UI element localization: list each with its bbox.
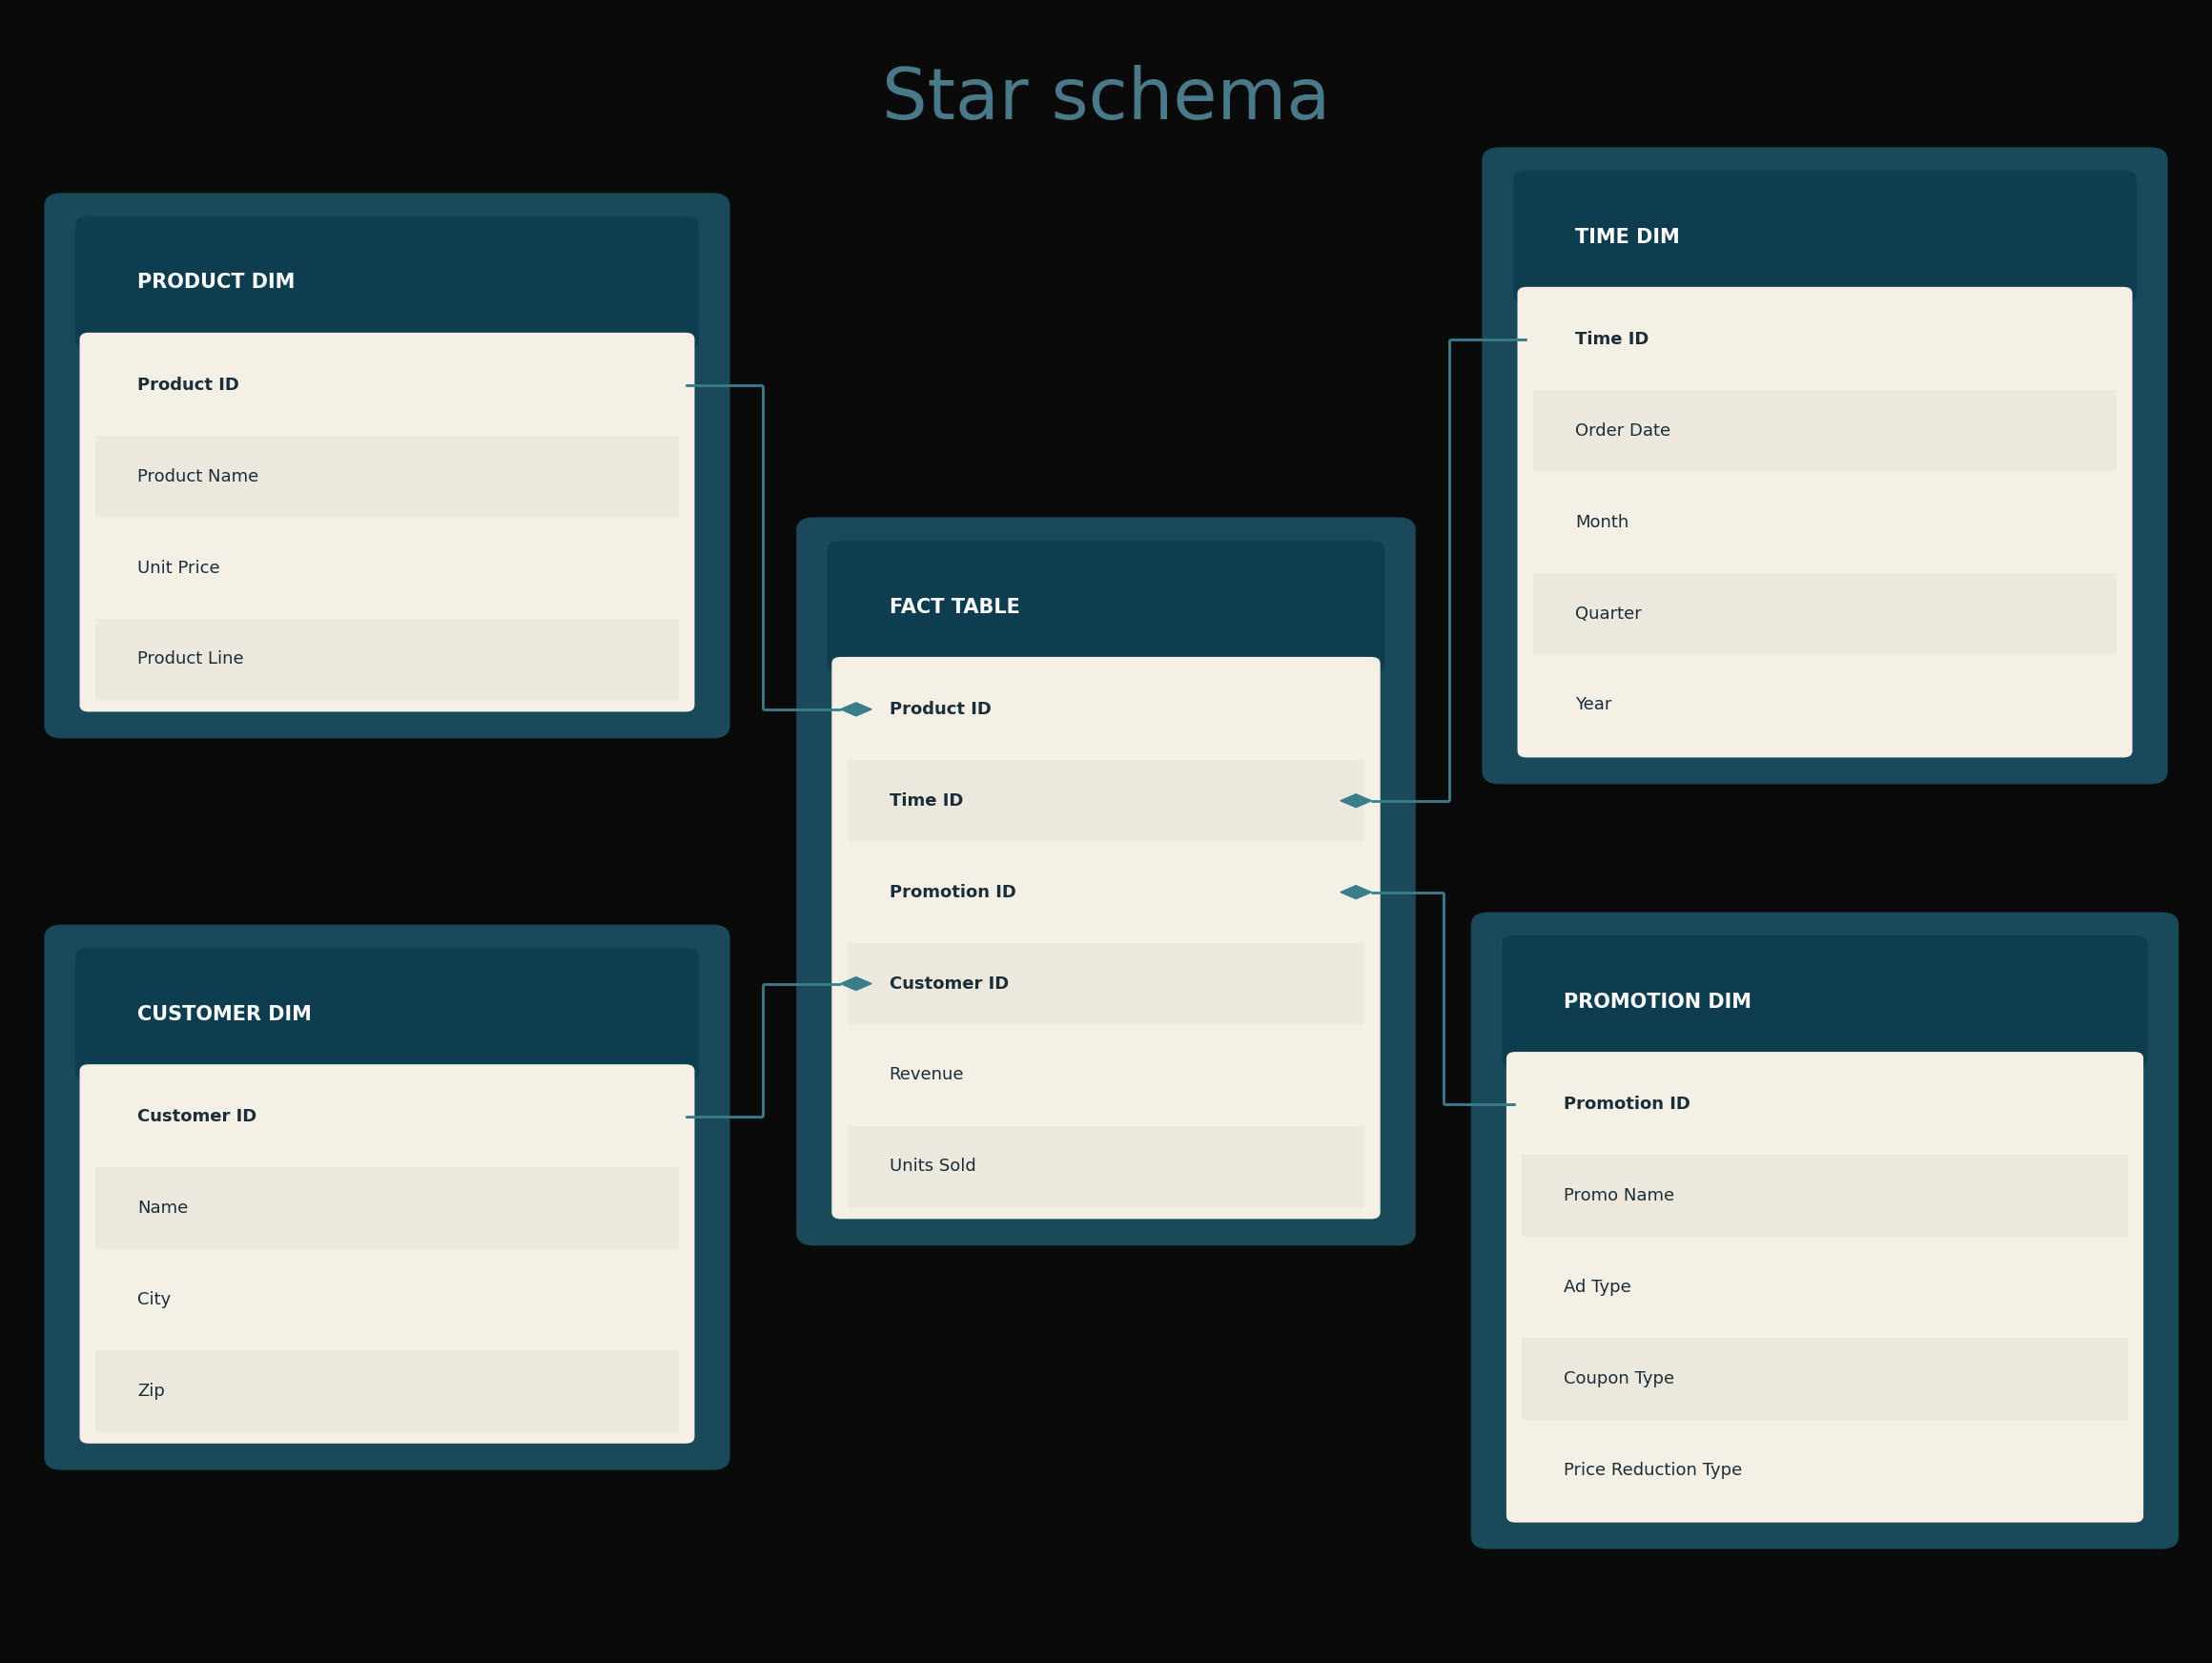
Bar <box>95 1350 679 1432</box>
Bar <box>847 669 1365 750</box>
Text: Unit Price: Unit Price <box>137 559 219 577</box>
Bar <box>1533 391 2117 472</box>
Bar <box>95 527 679 609</box>
Bar <box>1533 572 2117 655</box>
Polygon shape <box>841 702 872 715</box>
Text: TIME DIM: TIME DIM <box>1575 228 1679 246</box>
Bar <box>847 1126 1365 1207</box>
Text: City: City <box>137 1290 170 1309</box>
Text: FACT TABLE: FACT TABLE <box>889 597 1020 617</box>
FancyBboxPatch shape <box>832 657 1380 1219</box>
Text: CUSTOMER DIM: CUSTOMER DIM <box>137 1004 312 1024</box>
Bar <box>95 1167 679 1249</box>
FancyBboxPatch shape <box>80 1064 695 1443</box>
Text: Customer ID: Customer ID <box>137 1108 257 1126</box>
Bar <box>1522 1339 2128 1420</box>
Text: Coupon Type: Coupon Type <box>1564 1370 1674 1387</box>
FancyBboxPatch shape <box>1471 911 2179 1550</box>
Text: Promo Name: Promo Name <box>1564 1187 1674 1204</box>
Bar <box>95 1259 679 1340</box>
Bar <box>847 760 1365 841</box>
Bar <box>95 436 679 517</box>
FancyBboxPatch shape <box>827 540 1385 674</box>
FancyBboxPatch shape <box>44 925 730 1470</box>
Text: Product ID: Product ID <box>137 376 239 394</box>
Text: Time ID: Time ID <box>889 792 962 810</box>
FancyBboxPatch shape <box>1517 286 2132 758</box>
Bar <box>95 619 679 700</box>
FancyBboxPatch shape <box>1513 171 2137 303</box>
FancyBboxPatch shape <box>75 948 699 1081</box>
Text: Units Sold: Units Sold <box>889 1157 975 1176</box>
Text: Product ID: Product ID <box>889 700 991 718</box>
FancyBboxPatch shape <box>796 517 1416 1246</box>
Text: Year: Year <box>1575 697 1613 713</box>
Bar <box>1533 299 2117 381</box>
FancyBboxPatch shape <box>1506 1053 2143 1523</box>
FancyBboxPatch shape <box>80 333 695 712</box>
Text: Ad Type: Ad Type <box>1564 1279 1630 1295</box>
Bar <box>1522 1156 2128 1237</box>
Text: Price Reduction Type: Price Reduction Type <box>1564 1462 1743 1478</box>
Text: Promotion ID: Promotion ID <box>1564 1096 1690 1113</box>
FancyBboxPatch shape <box>1502 935 2148 1069</box>
Polygon shape <box>841 978 872 991</box>
Bar <box>1522 1064 2128 1146</box>
Text: Quarter: Quarter <box>1575 605 1641 622</box>
FancyBboxPatch shape <box>75 216 699 349</box>
Bar <box>1522 1430 2128 1512</box>
Text: Product Name: Product Name <box>137 467 259 486</box>
Text: Revenue: Revenue <box>889 1066 964 1084</box>
Text: Promotion ID: Promotion ID <box>889 883 1015 901</box>
Text: Product Line: Product Line <box>137 650 243 669</box>
Text: Customer ID: Customer ID <box>889 975 1009 993</box>
Text: Time ID: Time ID <box>1575 331 1648 348</box>
Bar <box>847 1034 1365 1116</box>
Text: PRODUCT DIM: PRODUCT DIM <box>137 273 294 293</box>
FancyBboxPatch shape <box>44 193 730 738</box>
Bar <box>1522 1247 2128 1329</box>
Bar <box>847 851 1365 933</box>
Polygon shape <box>1340 795 1371 808</box>
Text: Star schema: Star schema <box>883 65 1329 135</box>
FancyBboxPatch shape <box>1482 148 2168 785</box>
Bar <box>847 943 1365 1024</box>
Bar <box>1533 481 2117 562</box>
Bar <box>1533 664 2117 745</box>
Text: PROMOTION DIM: PROMOTION DIM <box>1564 993 1752 1011</box>
Text: Order Date: Order Date <box>1575 422 1670 439</box>
Bar <box>95 344 679 426</box>
Text: Zip: Zip <box>137 1382 164 1400</box>
Polygon shape <box>1340 885 1371 898</box>
Text: Name: Name <box>137 1199 188 1217</box>
Text: Month: Month <box>1575 514 1628 530</box>
Bar <box>95 1076 679 1157</box>
